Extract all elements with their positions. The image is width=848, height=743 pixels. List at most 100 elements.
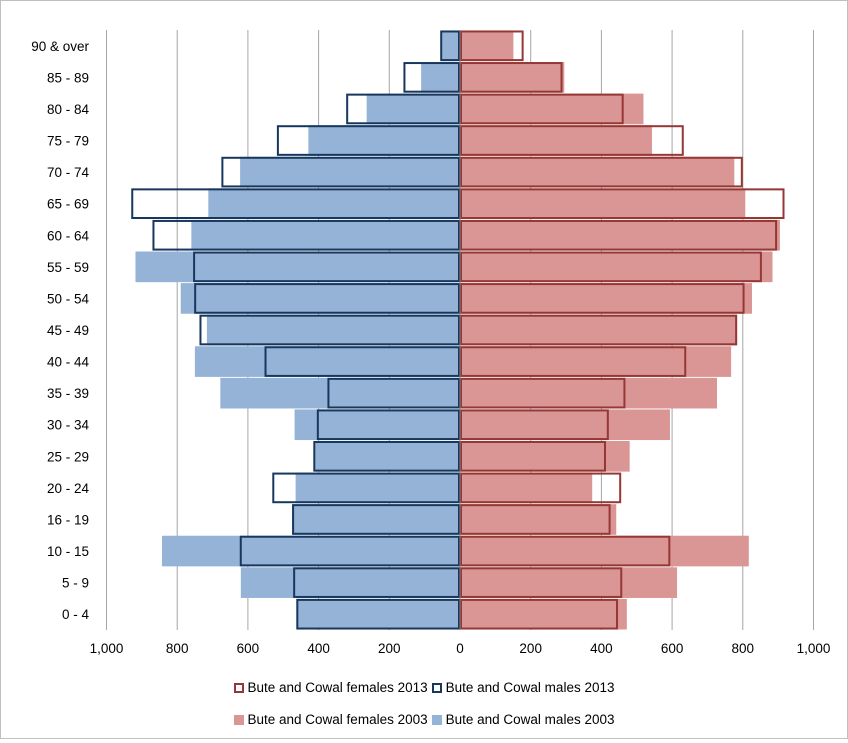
bar — [296, 598, 460, 630]
x-tick-label: 400 — [590, 641, 613, 656]
bar — [460, 62, 565, 93]
bar-outline — [460, 188, 785, 220]
x-tick-label: 1,000 — [797, 641, 831, 656]
bar-outline — [460, 62, 563, 93]
bar-outline — [327, 377, 460, 409]
x-tick-label: 800 — [732, 641, 755, 656]
x-tick-label: 200 — [519, 641, 542, 656]
bar-outline — [264, 346, 460, 377]
bar — [460, 251, 773, 283]
bar — [460, 598, 627, 630]
bar-outline — [131, 188, 460, 220]
x-tick-label: 600 — [661, 641, 684, 656]
bar — [441, 30, 460, 62]
category-label: 45 - 49 — [47, 323, 89, 338]
x-tick-label: 1,000 — [90, 641, 124, 656]
bar — [294, 409, 460, 441]
bar — [460, 441, 630, 472]
bar — [460, 535, 749, 567]
bar-outline — [272, 472, 460, 504]
x-tick-label: 0 — [456, 641, 464, 656]
bar-outline — [460, 125, 684, 156]
bar-outline — [292, 504, 460, 535]
bar-outline — [152, 219, 461, 251]
bar — [220, 377, 460, 409]
bar — [206, 314, 460, 346]
bar-outline — [460, 314, 738, 346]
category-label: 55 - 59 — [47, 260, 89, 275]
category-label: 25 - 29 — [47, 449, 89, 464]
bar — [421, 62, 460, 93]
legend-row-2: Bute and Cowal females 2003 Bute and Cow… — [1, 712, 847, 727]
bar — [460, 504, 617, 535]
bar — [295, 472, 460, 504]
bar — [460, 346, 732, 377]
legend-item-males-2013: Bute and Cowal males 2013 — [431, 680, 615, 695]
bar — [460, 188, 746, 219]
bar-outline — [194, 283, 460, 314]
bar-outline — [276, 125, 460, 156]
bar — [194, 346, 460, 377]
bar — [460, 93, 644, 125]
bar — [161, 535, 460, 567]
bar — [460, 283, 752, 314]
category-label: 5 - 9 — [62, 576, 89, 591]
bar-outline — [316, 409, 460, 441]
category-label: 80 - 84 — [47, 102, 90, 117]
bar-outline — [313, 441, 460, 472]
legend-swatch-females-2013 — [233, 682, 244, 693]
category-label: 75 - 79 — [47, 134, 89, 149]
legend-label-males-2013: Bute and Cowal males 2013 — [445, 680, 615, 695]
legend-swatch-males-2003 — [431, 714, 442, 725]
category-label: 60 - 64 — [47, 228, 90, 243]
category-label: 65 - 69 — [47, 197, 89, 212]
bar — [308, 125, 460, 156]
legend-swatch-females-2003 — [233, 714, 244, 725]
bar — [460, 125, 652, 156]
category-label: 10 - 15 — [47, 544, 89, 559]
bar — [292, 504, 460, 535]
category-label: 70 - 74 — [47, 165, 90, 180]
bar — [460, 314, 738, 346]
bar-outline — [460, 377, 626, 409]
bar — [180, 283, 461, 314]
x-tick-label: 200 — [378, 641, 401, 656]
category-label: 16 - 19 — [47, 512, 89, 527]
category-label: 90 & over — [31, 39, 89, 54]
bar-outline — [460, 441, 606, 472]
bar — [135, 251, 460, 283]
legend-item-females-2013: Bute and Cowal females 2013 — [233, 680, 428, 695]
bar-outline — [346, 93, 461, 125]
category-label: 50 - 54 — [47, 291, 90, 306]
bar-outline — [460, 472, 622, 504]
bar — [460, 219, 780, 251]
bar-outline — [199, 314, 461, 346]
category-label: 40 - 44 — [47, 355, 90, 370]
bar — [460, 30, 514, 62]
bar-outline — [460, 409, 609, 441]
category-label: 35 - 39 — [47, 386, 89, 401]
bar — [191, 219, 460, 251]
x-tick-label: 600 — [237, 641, 260, 656]
bar-outline — [460, 346, 687, 377]
x-tick-label: 400 — [307, 641, 330, 656]
bar — [460, 567, 678, 598]
bar-outline — [239, 535, 460, 567]
bar-outline — [293, 567, 461, 598]
legend-label-males-2003: Bute and Cowal males 2003 — [445, 712, 615, 727]
x-tick-label: 800 — [166, 641, 189, 656]
bar-outline — [221, 156, 460, 188]
bar-outline — [460, 598, 619, 630]
bar-outline — [440, 30, 461, 62]
category-label: 85 - 89 — [47, 70, 89, 85]
bar-outline — [460, 30, 524, 62]
legend-row-1: Bute and Cowal females 2013 Bute and Cow… — [1, 680, 847, 695]
bar-outline — [460, 283, 745, 314]
bar — [240, 567, 460, 598]
bar-outline — [460, 504, 611, 535]
bar-outline — [460, 535, 671, 567]
category-label: 30 - 34 — [47, 418, 90, 433]
bar — [460, 409, 670, 441]
